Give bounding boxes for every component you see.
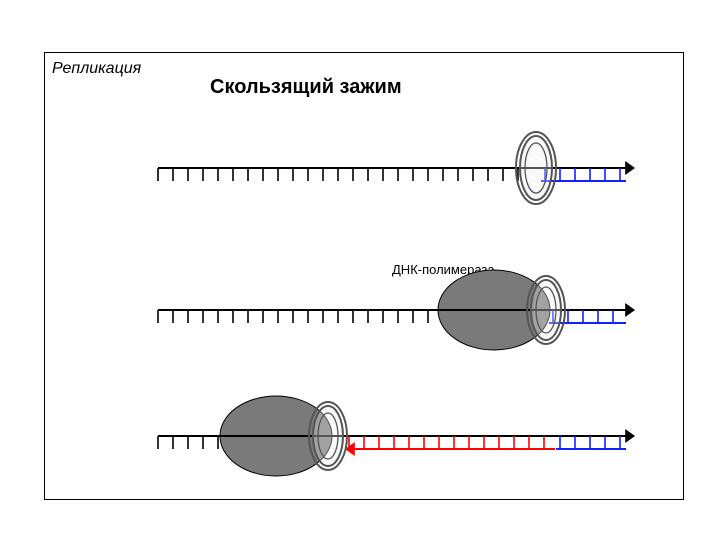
diagram-svg — [0, 0, 720, 540]
diagram-stage: Репликация Скользящий зажим ДНК-полимера… — [0, 0, 720, 540]
